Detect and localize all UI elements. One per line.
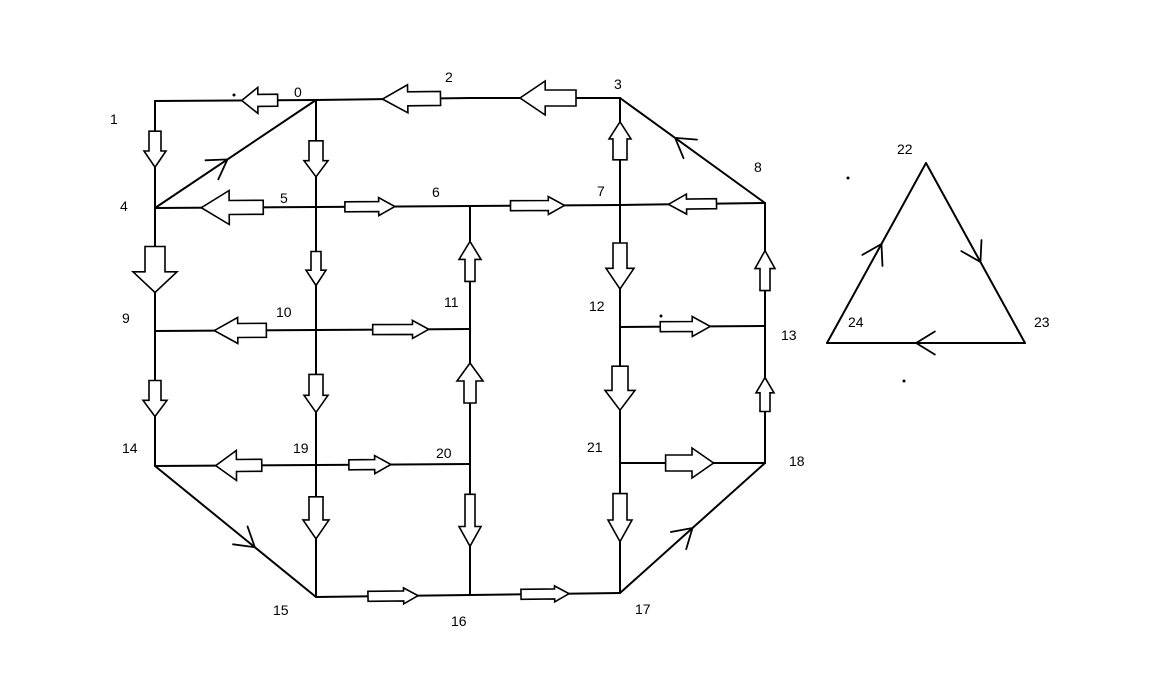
stray-dot — [659, 314, 663, 318]
node-label-18: 18 — [789, 453, 805, 469]
direction-arrow-10-19 — [302, 373, 330, 414]
node-label-24: 24 — [848, 314, 864, 330]
direction-arrow-5-10 — [304, 250, 328, 287]
edge-8-3 — [619, 97, 766, 204]
node-label-9: 9 — [122, 310, 130, 326]
direction-arrow-6-7 — [509, 195, 567, 216]
direction-arrow-20-11 — [455, 361, 485, 404]
direction-arrow-19-15 — [301, 495, 331, 541]
direction-arrow-19-20 — [348, 454, 393, 475]
direction-arrow-7-3 — [607, 120, 633, 161]
node-label-11: 11 — [444, 294, 459, 310]
direction-arrow-21-18 — [664, 446, 716, 480]
edge-14-15 — [154, 465, 317, 598]
direction-arrow-10-11 — [371, 319, 431, 340]
stray-dot — [846, 176, 850, 180]
direction-arrow-20-16 — [457, 493, 483, 548]
direction-arrow-18-13 — [754, 375, 776, 413]
node-label-19: 19 — [293, 440, 309, 456]
direction-arrow-10-9 — [212, 316, 268, 345]
edges-layer — [154, 97, 1026, 598]
direction-arrow-12-13 — [659, 315, 712, 338]
direction-arrow-8-7 — [666, 192, 718, 216]
direction-arrow-16-17 — [520, 584, 571, 604]
node-label-12: 12 — [589, 298, 605, 314]
node-label-2: 2 — [445, 69, 453, 85]
node-label-15: 15 — [273, 602, 289, 618]
chevron-arrow-17-18 — [669, 526, 694, 550]
direction-arrow-5-4 — [199, 189, 265, 226]
direction-arrow-5-6 — [344, 196, 397, 217]
node-label-13: 13 — [781, 327, 797, 343]
node-label-8: 8 — [754, 159, 762, 175]
node-label-21: 21 — [587, 439, 603, 455]
chevron-arrow-22-23 — [960, 239, 983, 264]
edge-24-22 — [826, 162, 927, 344]
node-label-16: 16 — [451, 613, 467, 629]
node-label-23: 23 — [1034, 314, 1050, 330]
direction-arrow-0-1 — [240, 85, 279, 116]
node-label-3: 3 — [614, 76, 622, 92]
chevron-arrow-8-3 — [673, 136, 698, 160]
chevron-arrow-14-15 — [232, 525, 257, 549]
stray-dot — [232, 93, 236, 97]
node-label-4: 4 — [120, 198, 128, 214]
node-label-6: 6 — [432, 184, 440, 200]
direction-arrow-3-2 — [518, 79, 577, 117]
direction-arrow-0-5 — [302, 140, 330, 179]
chevron-arrow-23-24 — [914, 330, 936, 356]
node-label-5: 5 — [280, 190, 288, 206]
node-label-0: 0 — [294, 84, 302, 100]
node-label-10: 10 — [276, 304, 292, 320]
stray-dot — [902, 379, 906, 383]
node-label-7: 7 — [597, 183, 605, 199]
edge-0-1 — [154, 99, 317, 102]
node-label-22: 22 — [897, 141, 913, 157]
node-label-14: 14 — [122, 440, 138, 456]
edge-22-23 — [925, 162, 1026, 344]
direction-arrow-12-21 — [603, 365, 637, 412]
chevron-arrow-24-22 — [861, 242, 884, 267]
direction-arrow-19-14 — [214, 448, 263, 483]
edge-19-20 — [315, 463, 471, 466]
direction-arrow-11-6 — [457, 239, 483, 283]
chevron-arrow-4-0 — [204, 158, 229, 181]
node-label-20: 20 — [436, 445, 452, 461]
direction-arrow-15-16 — [367, 586, 420, 606]
node-label-17: 17 — [635, 601, 651, 617]
direction-arrow-9-14 — [141, 379, 169, 418]
direction-arrow-2-0 — [380, 83, 442, 115]
direction-arrow-13-8 — [753, 248, 777, 292]
direction-arrows-layer — [130, 79, 983, 606]
direction-arrow-7-12 — [604, 242, 636, 291]
node-label-1: 1 — [110, 111, 118, 127]
direction-arrow-4-9 — [130, 245, 180, 294]
direction-arrow-1-4 — [142, 130, 168, 169]
edge-4-0 — [154, 99, 317, 209]
direction-arrow-21-17 — [606, 492, 634, 544]
